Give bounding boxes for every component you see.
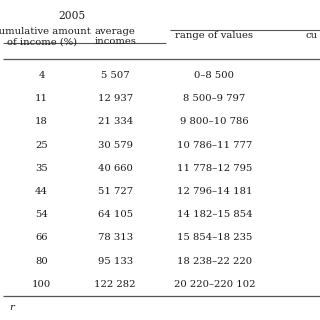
Text: cu: cu xyxy=(306,31,318,40)
Text: 78 313: 78 313 xyxy=(98,234,133,243)
Text: 66: 66 xyxy=(35,234,48,243)
Text: 21 334: 21 334 xyxy=(98,117,133,126)
Text: average
incomes: average incomes xyxy=(94,27,136,46)
Text: 25: 25 xyxy=(35,141,48,150)
Text: 51 727: 51 727 xyxy=(98,187,133,196)
Text: 11 778–12 795: 11 778–12 795 xyxy=(177,164,252,173)
Text: cumulative amount
of income (%): cumulative amount of income (%) xyxy=(0,27,91,46)
Text: range of values: range of values xyxy=(175,31,253,40)
Text: 10 786–11 777: 10 786–11 777 xyxy=(177,141,252,150)
Text: 18 238–22 220: 18 238–22 220 xyxy=(177,257,252,266)
Text: 2005: 2005 xyxy=(58,11,86,21)
Text: 15 854–18 235: 15 854–18 235 xyxy=(177,234,252,243)
Text: 95 133: 95 133 xyxy=(98,257,133,266)
Text: 11: 11 xyxy=(35,94,48,103)
Text: 80: 80 xyxy=(35,257,48,266)
Text: 44: 44 xyxy=(35,187,48,196)
Text: 9 800–10 786: 9 800–10 786 xyxy=(180,117,249,126)
Text: r: r xyxy=(10,303,14,312)
Text: 30 579: 30 579 xyxy=(98,141,133,150)
Text: 54: 54 xyxy=(35,210,48,219)
Text: 8 500–9 797: 8 500–9 797 xyxy=(183,94,245,103)
Text: 100: 100 xyxy=(32,280,51,289)
Text: 5 507: 5 507 xyxy=(101,71,130,80)
Text: 35: 35 xyxy=(35,164,48,173)
Text: 4: 4 xyxy=(38,71,45,80)
Text: 64 105: 64 105 xyxy=(98,210,133,219)
Text: 14 182–15 854: 14 182–15 854 xyxy=(177,210,252,219)
Text: 20 220–220 102: 20 220–220 102 xyxy=(174,280,255,289)
Text: 18: 18 xyxy=(35,117,48,126)
Text: 12 796–14 181: 12 796–14 181 xyxy=(177,187,252,196)
Text: 40 660: 40 660 xyxy=(98,164,132,173)
Text: 0–8 500: 0–8 500 xyxy=(195,71,234,80)
Text: 122 282: 122 282 xyxy=(94,280,136,289)
Text: 12 937: 12 937 xyxy=(98,94,133,103)
